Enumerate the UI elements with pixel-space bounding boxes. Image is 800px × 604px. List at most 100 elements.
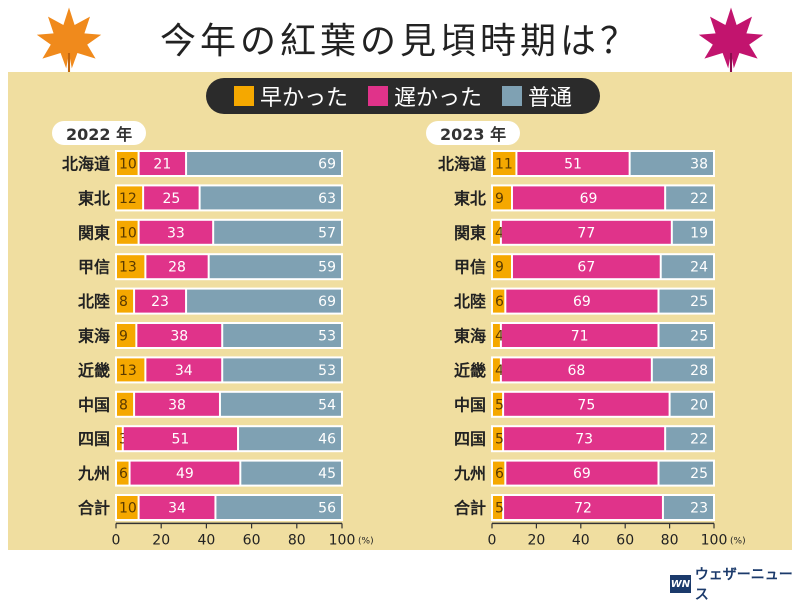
bar-segment-2023 [504,427,665,451]
data-label-2022: 59 [318,260,336,276]
bar-segment-2023 [659,324,713,347]
bar-segment-2022 [187,289,341,313]
bar-segment-2023 [517,152,629,175]
data-label-2022: 10 [119,501,137,517]
bar-segment-2022 [135,392,219,416]
data-label-2022: 63 [318,191,336,207]
data-label-2022: 69 [318,294,336,310]
brand-mark-icon: WN [670,575,691,593]
data-label-2022: 9 [119,329,128,345]
bar-segment-2022 [117,496,138,519]
category-label-2023: 九州 [453,464,486,483]
data-label-2022: 53 [318,329,336,345]
bar-segment-2023 [659,289,713,313]
bar-segment-2023 [493,255,511,279]
bar-segment-2022 [187,152,341,175]
category-label-2023: 北海道 [438,155,486,174]
category-label-2022: 中国 [78,395,110,414]
x-tick-label-2022: 0 [112,532,121,548]
data-label-2022: 45 [318,466,336,482]
data-label-2023: 22 [690,432,708,448]
x-tick-label-2023: 60 [616,532,634,548]
category-label-2022: 四国 [78,430,110,449]
data-label-2023: 75 [577,397,595,413]
bar-segment-2023 [666,186,713,210]
data-label-2023: 19 [690,225,708,241]
bar-segment-2022 [209,255,341,279]
data-label-2023: 9 [495,260,504,276]
data-label-2023: 71 [571,329,589,345]
x-tick-label-2022: 40 [197,532,215,548]
legend-swatch-early [233,86,254,106]
bar-segment-2022 [146,358,222,382]
bar-segment-2022 [139,152,186,175]
category-label-2022: 北海道 [62,155,110,174]
data-label-2023: 69 [573,294,591,310]
data-label-2023: 5 [495,501,504,517]
legend-item-late: 遅かった [367,80,482,112]
data-label-2023: 28 [690,363,708,379]
category-label-2023: 東海 [454,327,486,346]
bar-segment-2023 [512,255,660,279]
bar-segment-2023 [670,392,713,416]
data-label-2022: 69 [318,157,336,173]
bar-segment-2023 [493,220,500,244]
bar-segment-2022 [144,186,199,210]
data-label-2023: 9 [495,191,504,207]
data-label-2023: 6 [495,294,504,310]
data-label-2022: 13 [119,260,137,276]
data-label-2022: 34 [175,363,193,379]
data-label-2022: 28 [168,260,186,276]
x-tick-label-2022: 80 [288,532,306,548]
bar-segment-2022 [135,289,186,313]
data-label-2023: 11 [495,157,513,173]
legend-item-normal: 普通 [502,80,572,112]
year-tag-2023: 2023 年 [426,121,521,145]
bar-segment-2023 [663,496,713,519]
bar-segment-2023 [501,324,658,347]
bar-segment-2022 [241,461,341,485]
legend: 早かった 遅かった 普通 [206,78,600,114]
x-tick-label-2022: 100 [329,532,356,548]
data-label-2022: 6 [119,466,128,482]
data-label-2023: 77 [577,225,595,241]
data-label-2022: 49 [176,466,194,482]
bar-segment-2022 [216,496,341,519]
category-label-2023: 合計 [454,499,486,518]
bar-segment-2022 [117,152,138,175]
data-label-2022: 8 [119,397,128,413]
data-label-2022: 51 [171,432,189,448]
data-label-2023: 72 [574,501,592,517]
data-label-2022: 56 [318,501,336,517]
bar-segment-2022 [123,427,238,451]
x-tick-label-2023: 100 [701,532,728,548]
data-label-2022: 33 [167,225,185,241]
data-label-2022: 21 [153,157,171,173]
year-tag-2022: 2022 年 [52,121,147,145]
brand-name: ウェザーニュース [694,567,793,603]
bar-segment-2022 [117,427,122,451]
data-label-2023: 73 [575,432,593,448]
bar-segment-2023 [493,358,500,382]
data-label-2023: 51 [564,157,582,173]
x-unit-label-2023: (%) [730,536,746,546]
bar-segment-2022 [220,392,341,416]
bar-segment-2023 [493,427,503,451]
legend-label-early: 早かった [259,86,348,111]
bar-segment-2022 [117,289,134,313]
data-label-2023: 23 [690,501,708,517]
data-label-2023: 24 [690,260,708,276]
bar-segment-2023 [501,358,651,382]
bar-segment-2023 [501,220,671,244]
category-label-2022: 関東 [78,223,110,242]
category-label-2022: 近畿 [78,361,110,380]
data-label-2023: 5 [495,432,504,448]
bar-segment-2023 [493,289,505,313]
category-label-2022: 北陸 [78,292,110,311]
data-label-2023: 4 [495,225,504,241]
x-unit-label-2022: (%) [358,536,374,546]
data-label-2022: 25 [162,191,180,207]
legend-label-late: 遅かった [393,86,482,111]
x-tick-label-2022: 20 [152,532,170,548]
bar-segment-2023 [493,496,503,519]
